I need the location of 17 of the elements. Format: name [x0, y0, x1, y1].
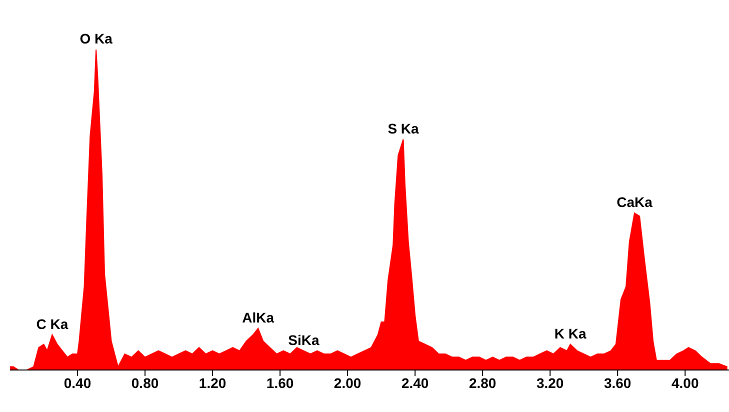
x-tick-label: 3.20 — [536, 374, 564, 391]
annotation: O Ka — [80, 30, 113, 47]
x-tick-label: 2.40 — [401, 374, 429, 391]
annotation: SiKa — [288, 332, 320, 348]
annotation: S Ka — [388, 120, 420, 136]
annotation: CaKa — [616, 194, 653, 210]
annotation: AlKa — [242, 309, 274, 326]
x-tick-label: 4.00 — [671, 374, 699, 391]
x-tick-label: 0.40 — [64, 374, 92, 391]
annotation: C Ka — [36, 316, 68, 332]
x-tick-label: 0.80 — [131, 374, 159, 391]
x-tick-label: 1.60 — [266, 374, 294, 391]
x-tick-label: 2.80 — [468, 374, 496, 391]
x-tick-label: 1.20 — [198, 374, 226, 391]
annotation: K Ka — [554, 325, 587, 342]
x-tick-label: 3.60 — [604, 374, 632, 391]
x-tick-label: 2.00 — [334, 374, 362, 391]
